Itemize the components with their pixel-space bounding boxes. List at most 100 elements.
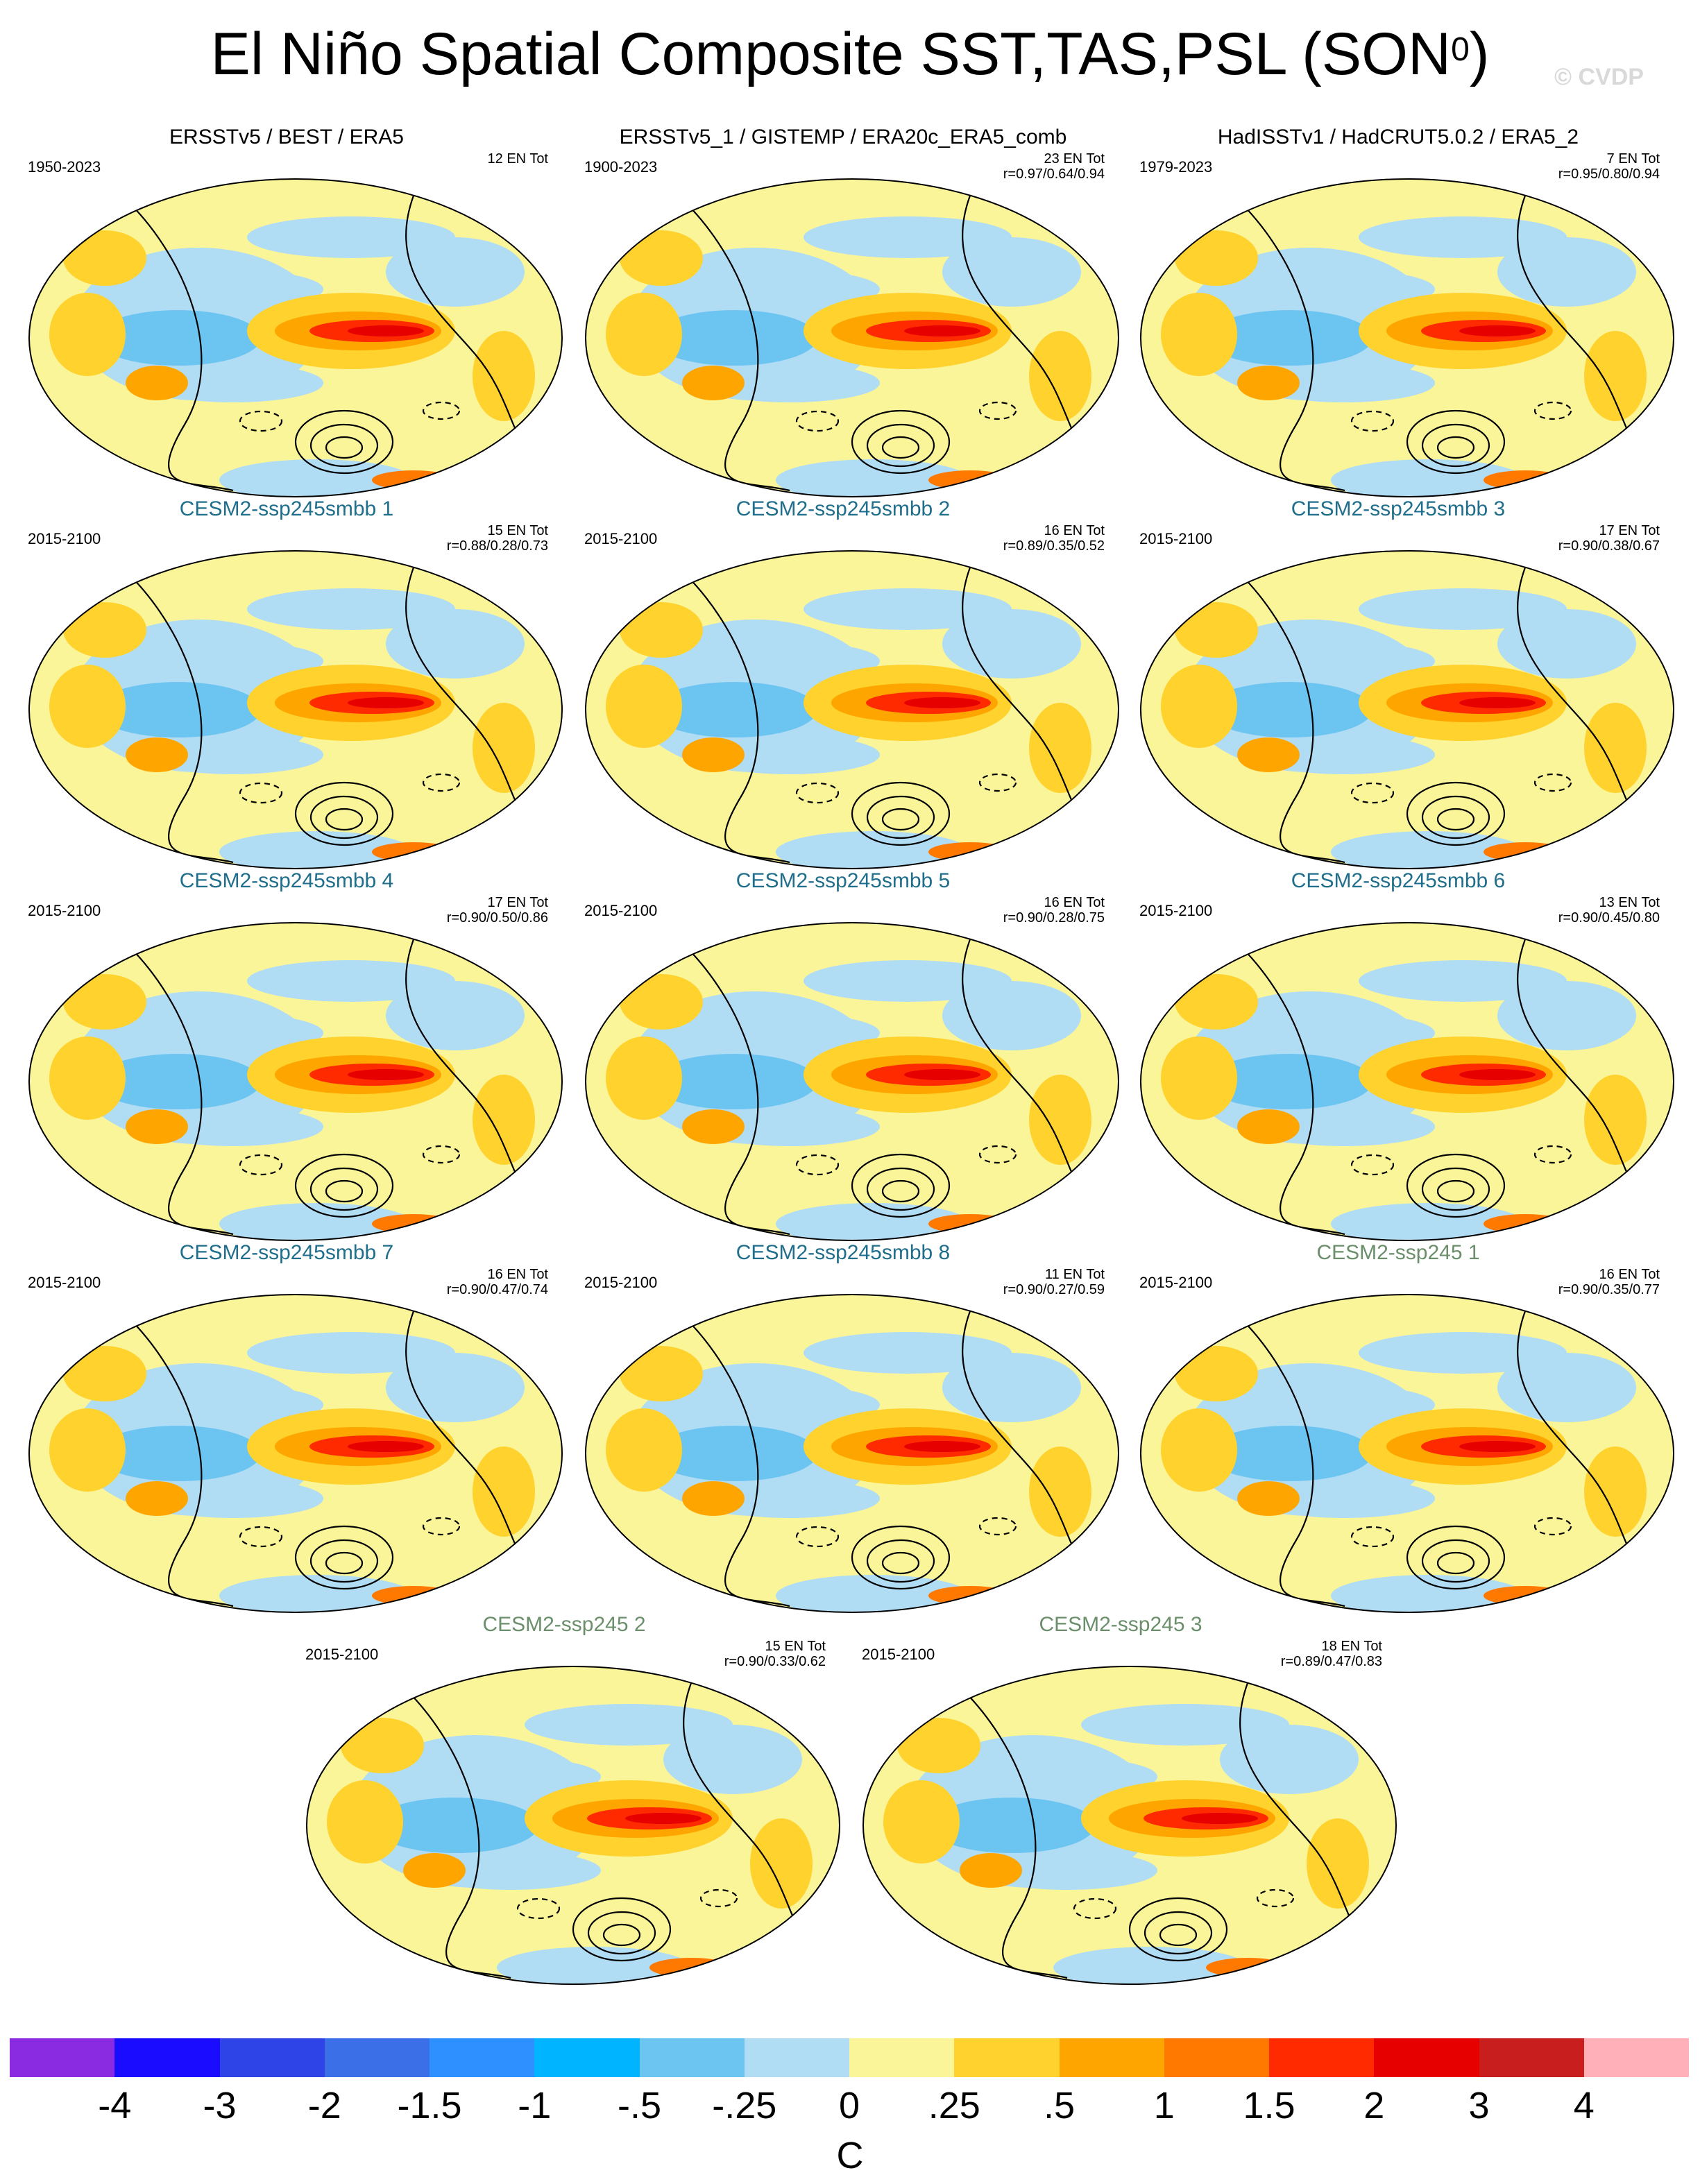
panel-years: 2015-2100 (584, 1274, 658, 1291)
panel-years: 2015-2100 (1139, 902, 1213, 919)
figure-title: El Niño Spatial Composite SST,TAS,PSL (S… (0, 19, 1700, 89)
north-atlantic-cool (663, 1725, 802, 1794)
africa-indian-warm (606, 1408, 682, 1492)
warm-tongue-peak (1459, 697, 1536, 708)
cool-horseshoe-mid (1206, 1426, 1372, 1481)
panel-years: 2015-2100 (28, 902, 101, 919)
psl-high-contour (294, 1153, 394, 1218)
pattern-correlation: r=0.90/0.35/0.77 (1558, 1282, 1660, 1297)
psl-high-contour (1421, 1539, 1490, 1583)
north-atlantic-cool (386, 237, 525, 307)
psl-high-contour (309, 1167, 379, 1211)
north-pacific-cool (699, 642, 880, 681)
colorbar-tick-label: -4 (98, 2085, 132, 2126)
asia-warm (620, 602, 703, 658)
panel-stats: 11 EN Tot r=0.90/0.27/0.59 (1003, 1267, 1105, 1297)
south-pacific-cool (699, 735, 880, 774)
north-pacific-cool (1255, 1014, 1435, 1052)
australia-warm (682, 366, 745, 400)
warm-tongue-peak (348, 1069, 424, 1080)
globe-outline (1140, 178, 1674, 497)
map-panel: CESM2-ssp245smbb 1 2015-2100 15 EN Tot r=0.… (12, 497, 563, 871)
el-nino-count: 13 EN Tot (1599, 895, 1660, 910)
pattern-correlation: r=0.90/0.38/0.67 (1558, 538, 1660, 554)
psl-high-contour (1421, 1167, 1490, 1211)
map-panel: CESM2-ssp245smbb 5 2015-2100 16 EN Tot r=0.… (569, 869, 1119, 1243)
panel-years: 2015-2100 (28, 530, 101, 547)
colorbar-swatch (849, 2038, 955, 2077)
colorbar-tick-label: -3 (203, 2085, 237, 2126)
psl-negative-contour (795, 410, 840, 432)
el-nino-count: 11 EN Tot (1045, 1267, 1105, 1282)
south-pacific-cool (1255, 735, 1435, 774)
south-pacific-cool (1255, 364, 1435, 402)
colorbar-tick-label: 1 (1153, 2085, 1175, 2126)
north-atlantic-cool (1497, 981, 1636, 1050)
psl-negative-contour (1533, 1517, 1572, 1536)
panel-title: HadISSTv1 / HadCRUT5.0.2 / ERA5_2 (1217, 126, 1579, 148)
south-america-warm (1584, 1447, 1647, 1537)
sst-tas-shading (29, 179, 562, 497)
south-america-warm (473, 331, 535, 421)
globe-outline (28, 550, 563, 869)
robinson-map (306, 1666, 840, 1985)
asia-warm (620, 1346, 703, 1401)
robinson-map (585, 1294, 1119, 1613)
asia-warm (1175, 1346, 1258, 1401)
sst-tas-shading (586, 551, 1119, 869)
panel-stats: 16 EN Tot r=0.90/0.47/0.74 (447, 1267, 548, 1297)
psl-negative-contour (795, 1154, 840, 1176)
map-panel: ERSSTv5 / BEST / ERA5 1950-2023 12 EN Tot (12, 125, 563, 500)
psl-high-contour (1406, 1525, 1506, 1590)
africa-indian-warm (606, 293, 682, 376)
asia-warm (63, 1346, 146, 1401)
psl-high-contour (325, 436, 364, 459)
psl-negative-contour (978, 773, 1017, 792)
arctic-cool (804, 960, 1012, 1002)
arctic-cool (247, 588, 455, 630)
colorbar-swatch (1164, 2038, 1269, 2077)
asia-warm (620, 230, 703, 286)
south-pacific-cool (977, 1851, 1157, 1890)
panel-years: 2015-2100 (862, 1646, 935, 1663)
el-nino-count: 16 EN Tot (487, 1267, 548, 1282)
north-atlantic-cool (942, 237, 1081, 307)
el-nino-count: 15 EN Tot (765, 1639, 826, 1654)
colorbar-tick-label: 1.5 (1243, 2085, 1295, 2126)
colorbar-swatch (639, 2038, 745, 2077)
colorbar-tick-label: -1 (518, 2085, 552, 2126)
panel-years: 2015-2100 (1139, 530, 1213, 547)
south-america-warm (1584, 1075, 1647, 1165)
panel-years: 1900-2023 (584, 158, 658, 176)
asia-warm (620, 974, 703, 1030)
south-america-warm (473, 1075, 535, 1165)
australia-warm (1237, 366, 1300, 400)
australia-warm (126, 1481, 188, 1516)
north-atlantic-cool (942, 1353, 1081, 1422)
colorbar-tick-label: 0 (838, 2085, 860, 2126)
warm-tongue-peak (1459, 325, 1536, 336)
robinson-map (28, 922, 563, 1241)
sst-tas-shading (307, 1666, 840, 1984)
map-panel: CESM2-ssp245smbb 8 2015-2100 11 EN Tot r=0.… (569, 1240, 1119, 1615)
warm-tongue-peak (625, 1813, 702, 1824)
globe-outline (28, 1294, 563, 1613)
asia-warm (897, 1718, 980, 1773)
cool-horseshoe-mid (94, 1054, 261, 1109)
psl-high-contour (325, 1551, 364, 1575)
panel-years: 2015-2100 (305, 1646, 379, 1663)
panel-title: CESM2-ssp245 2 (482, 1613, 646, 1636)
map-panel: CESM2-ssp245smbb 6 2015-2100 13 EN Tot r=0.… (1124, 869, 1674, 1243)
sst-tas-shading (586, 179, 1119, 497)
australia-warm (682, 737, 745, 772)
el-nino-count: 17 EN Tot (1599, 523, 1660, 538)
africa-indian-warm (1161, 665, 1237, 748)
panel-stats: 16 EN Tot r=0.90/0.35/0.77 (1558, 1267, 1660, 1297)
warm-tongue-peak (1459, 1441, 1536, 1452)
asia-warm (341, 1718, 424, 1773)
warm-tongue-peak (904, 325, 980, 336)
colorbar-tick-label: 2 (1363, 2085, 1385, 2126)
globe-outline (28, 178, 563, 497)
arctic-cool (525, 1704, 733, 1746)
globe-outline (1140, 550, 1674, 869)
